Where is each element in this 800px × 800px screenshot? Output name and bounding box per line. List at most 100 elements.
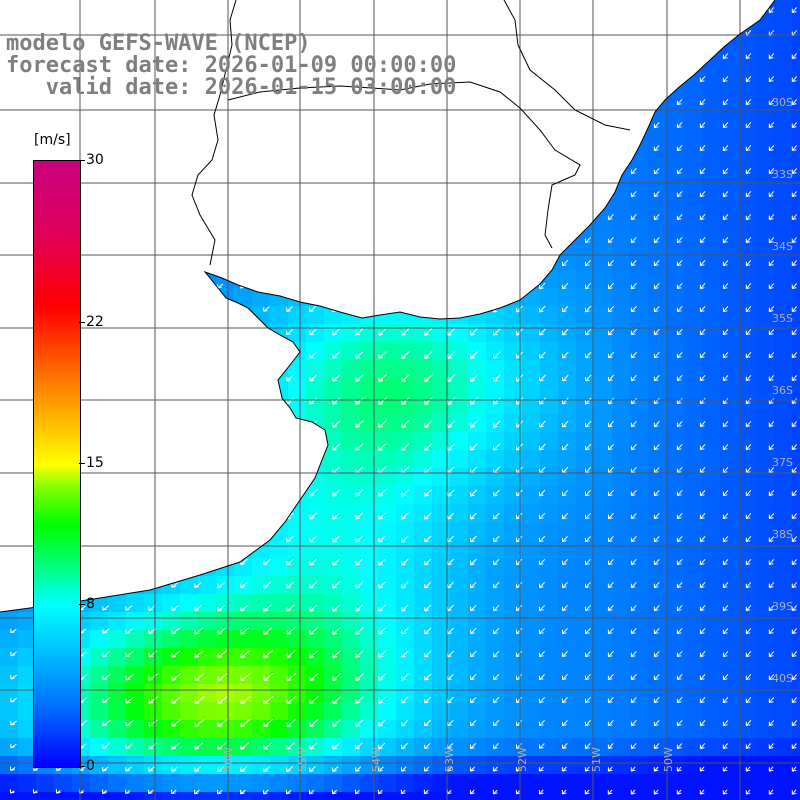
wind-speed-cell — [162, 738, 181, 757]
wind-speed-cell — [414, 270, 433, 289]
wind-arrow — [309, 466, 318, 474]
lat-label: 38S — [772, 528, 793, 541]
wind-speed-cell — [432, 216, 451, 235]
wind-speed-cell — [252, 738, 271, 757]
wind-speed-cell — [630, 108, 649, 127]
wind-speed-cell — [234, 612, 253, 631]
wind-arrow — [309, 627, 319, 635]
wind-speed-cell — [108, 486, 127, 505]
wind-speed-cell — [252, 450, 271, 469]
wind-speed-cell — [576, 756, 595, 775]
wind-speed-cell — [108, 306, 127, 325]
wind-speed-cell — [792, 486, 800, 505]
wind-speed-cell — [234, 774, 253, 793]
wind-speed-cell — [180, 612, 199, 631]
wind-arrow — [470, 191, 477, 197]
wind-arrow — [791, 490, 798, 497]
wind-arrow — [722, 121, 729, 129]
wind-arrow — [791, 743, 797, 749]
wind-arrow — [539, 397, 546, 405]
wind-speed-cell — [684, 756, 703, 775]
wind-arrow — [516, 145, 522, 152]
wind-speed-cell — [234, 270, 253, 289]
wind-speed-cell — [0, 522, 19, 541]
wind-arrow — [653, 743, 660, 750]
wind-speed-cell — [522, 306, 541, 325]
wind-speed-cell — [486, 594, 505, 613]
wind-arrow — [447, 374, 456, 383]
wind-speed-cell — [702, 576, 721, 595]
wind-speed-cell — [594, 558, 613, 577]
wind-speed-cell — [360, 774, 379, 793]
wind-arrow — [309, 672, 319, 682]
wind-speed-cell — [468, 612, 487, 631]
wind-arrow — [194, 237, 201, 243]
wind-arrow — [378, 328, 387, 336]
wind-speed-cell — [378, 36, 397, 55]
wind-speed-cell — [450, 0, 469, 19]
wind-speed-cell — [522, 378, 541, 397]
wind-arrow — [676, 236, 683, 244]
wind-speed-cell — [612, 612, 631, 631]
wind-arrow — [355, 789, 360, 795]
wind-arrow — [263, 789, 269, 795]
wind-speed-cell — [648, 792, 667, 800]
wind-arrow — [699, 259, 706, 267]
wind-arrow — [768, 237, 775, 244]
wind-arrow — [608, 489, 614, 497]
wind-speed-cell — [306, 720, 325, 739]
wind-speed-cell — [738, 108, 757, 127]
wind-speed-cell — [216, 162, 235, 181]
wind-speed-cell — [468, 792, 487, 800]
wind-arrow — [286, 99, 292, 105]
wind-speed-cell — [792, 468, 800, 487]
wind-arrow — [516, 214, 523, 221]
wind-speed-cell — [702, 306, 721, 325]
wind-speed-cell — [648, 342, 667, 361]
wind-speed-cell — [36, 792, 55, 800]
wind-speed-cell — [432, 774, 451, 793]
wind-arrow — [630, 121, 637, 129]
wind-speed-cell — [270, 504, 289, 523]
wind-arrow — [516, 76, 522, 83]
wind-speed-cell — [630, 90, 649, 109]
wind-arrow — [630, 282, 637, 290]
wind-arrow — [768, 99, 775, 106]
wind-speed-cell — [486, 378, 505, 397]
wind-speed-cell — [180, 306, 199, 325]
wind-speed-cell — [396, 270, 415, 289]
colorbar-tick-label: 30 — [86, 152, 104, 168]
wind-speed-cell — [162, 720, 181, 739]
wind-arrow — [585, 673, 591, 681]
wind-arrow — [653, 282, 660, 290]
title-model: modelo GEFS-WAVE (NCEP) — [6, 31, 311, 56]
wind-speed-cell — [108, 774, 127, 793]
wind-arrow — [240, 695, 251, 705]
wind-speed-cell — [648, 666, 667, 685]
wind-speed-cell — [756, 612, 775, 631]
wind-arrow — [286, 168, 293, 174]
wind-speed-cell — [72, 108, 91, 127]
wind-speed-cell — [738, 702, 757, 721]
wind-speed-cell — [774, 72, 793, 91]
wind-speed-cell — [684, 522, 703, 541]
wind-speed-cell — [684, 486, 703, 505]
wind-speed-cell — [630, 378, 649, 397]
wind-speed-cell — [648, 558, 667, 577]
wind-speed-cell — [594, 792, 613, 800]
wind-speed-cell — [144, 288, 163, 307]
wind-speed-cell — [162, 522, 181, 541]
wind-speed-cell — [432, 288, 451, 307]
wind-arrow — [102, 398, 109, 404]
wind-arrow — [171, 260, 178, 266]
wind-speed-cell — [720, 774, 739, 793]
wind-speed-cell — [702, 792, 721, 800]
wind-arrow — [217, 122, 223, 128]
wind-speed-cell — [270, 558, 289, 577]
wind-arrow — [630, 789, 636, 795]
wind-speed-cell — [576, 36, 595, 55]
wind-arrow — [171, 122, 177, 128]
wind-speed-cell — [234, 108, 253, 127]
wind-arrow — [309, 742, 318, 750]
wind-speed-cell — [306, 576, 325, 595]
